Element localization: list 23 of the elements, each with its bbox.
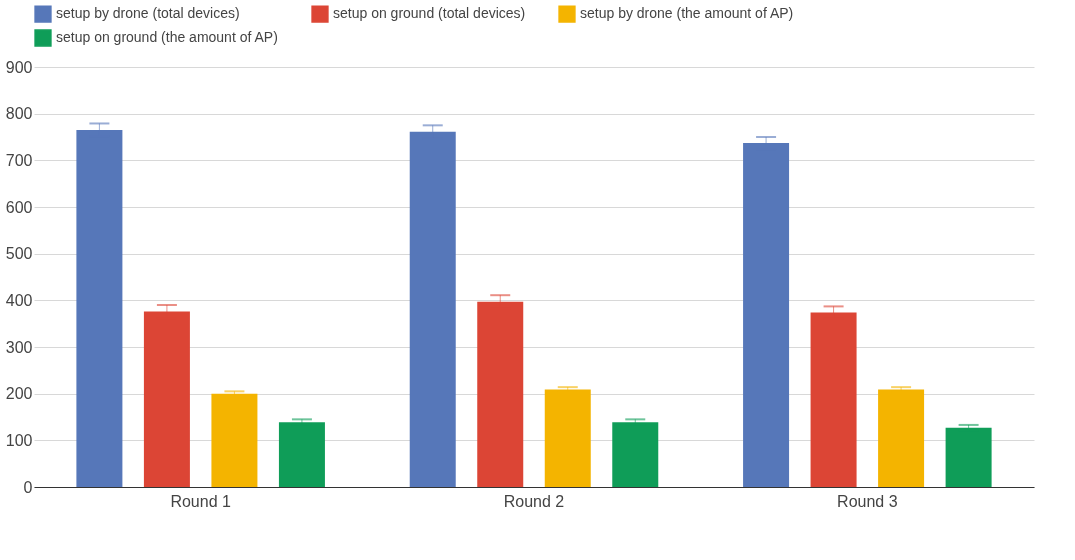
y-tick-label: 800 — [5, 105, 33, 123]
bar — [743, 143, 790, 487]
y-tick-label: 700 — [5, 151, 33, 169]
bar — [409, 131, 456, 487]
x-tick-label: Round 1 — [170, 492, 232, 510]
bar — [76, 130, 123, 487]
legend-label: setup on ground (the amount of AP) — [56, 29, 278, 45]
y-tick-label: 200 — [5, 385, 33, 403]
y-tick-label: 900 — [5, 58, 33, 76]
legend-label: setup on ground (total devices) — [333, 5, 526, 22]
bar — [143, 311, 190, 487]
bar — [810, 312, 857, 487]
legend-label: setup by drone (total devices) — [56, 5, 240, 22]
y-tick-label: 0 — [23, 478, 33, 496]
x-tick-label: Round 2 — [503, 492, 565, 510]
y-tick-label: 400 — [5, 291, 33, 309]
legend-label: setup by drone (the amount of AP) — [580, 5, 794, 22]
y-tick-label: 300 — [5, 338, 33, 356]
y-tick-label: 100 — [5, 431, 33, 449]
x-tick-label: Round 3 — [837, 492, 898, 510]
bar — [477, 301, 524, 487]
y-tick-label: 600 — [5, 198, 33, 216]
y-tick-label: 500 — [5, 245, 33, 263]
